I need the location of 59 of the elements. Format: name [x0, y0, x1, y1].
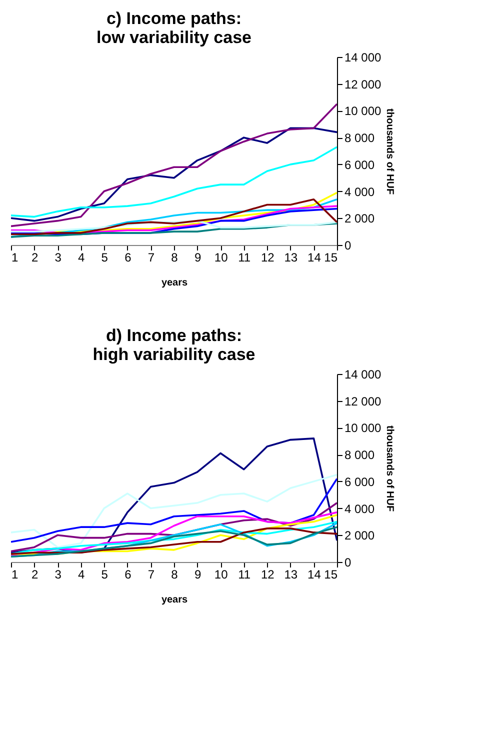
y-axis-title: thousands of HUF: [384, 425, 396, 512]
y-tick-label: 2 000: [344, 212, 375, 226]
x-tick-label: 7: [148, 568, 155, 582]
x-tick-label: 12: [260, 250, 275, 264]
x-tick-label: 6: [124, 568, 132, 582]
y-tick-label: 14 000: [344, 368, 382, 382]
y-tick-label: 4 000: [344, 184, 375, 199]
x-tick-label: 10: [214, 568, 228, 582]
y-tick-label: 0: [344, 238, 352, 252]
y-tick-label: 14 000: [344, 50, 382, 64]
y-tick-label: 10 000: [344, 104, 382, 118]
y-tick-label: 6 000: [344, 158, 375, 172]
text: low variability case: [96, 28, 252, 47]
x-tick-label: 4: [78, 250, 86, 264]
y-tick-label: 2 000: [344, 528, 375, 543]
x-tick-label: 15: [324, 250, 338, 264]
y-tick-label: 6 000: [344, 474, 375, 489]
x-tick-label: 1: [12, 250, 18, 264]
line-series: [11, 146, 337, 218]
line-series: [11, 127, 337, 222]
y-tick-label: 4 000: [344, 502, 375, 516]
x-tick-label: 9: [194, 568, 202, 582]
x-tick-label: 13: [284, 250, 298, 264]
x-tick-label: 13: [284, 568, 298, 582]
x-tick-label: 2: [31, 250, 38, 264]
x-tick-label: 4: [78, 568, 86, 582]
x-tick-label: 14: [308, 250, 322, 264]
text: high variability case: [92, 345, 256, 364]
x-tick-label: 15: [324, 568, 338, 582]
x-tick-label: 1: [12, 568, 18, 582]
text: d) Income paths:: [106, 326, 242, 345]
x-tick-label: 10: [214, 250, 228, 264]
x-tick-label: 8: [171, 568, 178, 582]
y-tick-label: 12 000: [344, 77, 382, 92]
x-tick-label: 5: [101, 250, 108, 264]
y-axis-title: thousands of HUF: [384, 108, 396, 195]
x-tick-label: 2: [31, 568, 38, 582]
y-tick-label: 12 000: [344, 394, 382, 408]
line-series: [11, 103, 337, 228]
x-tick-label: 12: [260, 568, 275, 582]
x-axis-title: years: [161, 594, 188, 606]
y-tick-label: 8 000: [344, 131, 375, 146]
x-tick-label: 14: [308, 568, 322, 582]
x-tick-label: 6: [124, 250, 132, 264]
text: c) Income paths:: [106, 9, 242, 28]
x-axis-title: years: [161, 278, 188, 288]
x-tick-label: 3: [54, 568, 62, 582]
line-series: [11, 220, 337, 232]
x-tick-label: 11: [238, 568, 251, 582]
x-tick-label: 5: [101, 568, 108, 582]
y-tick-label: 8 000: [344, 448, 375, 462]
x-tick-label: 9: [194, 250, 202, 264]
x-tick-label: 7: [148, 250, 155, 264]
x-tick-label: 11: [238, 250, 251, 264]
x-tick-label: 3: [54, 250, 62, 264]
y-tick-label: 10 000: [344, 421, 382, 436]
line-series: [11, 222, 337, 238]
x-tick-label: 8: [171, 250, 178, 264]
y-tick-label: 0: [344, 556, 352, 570]
